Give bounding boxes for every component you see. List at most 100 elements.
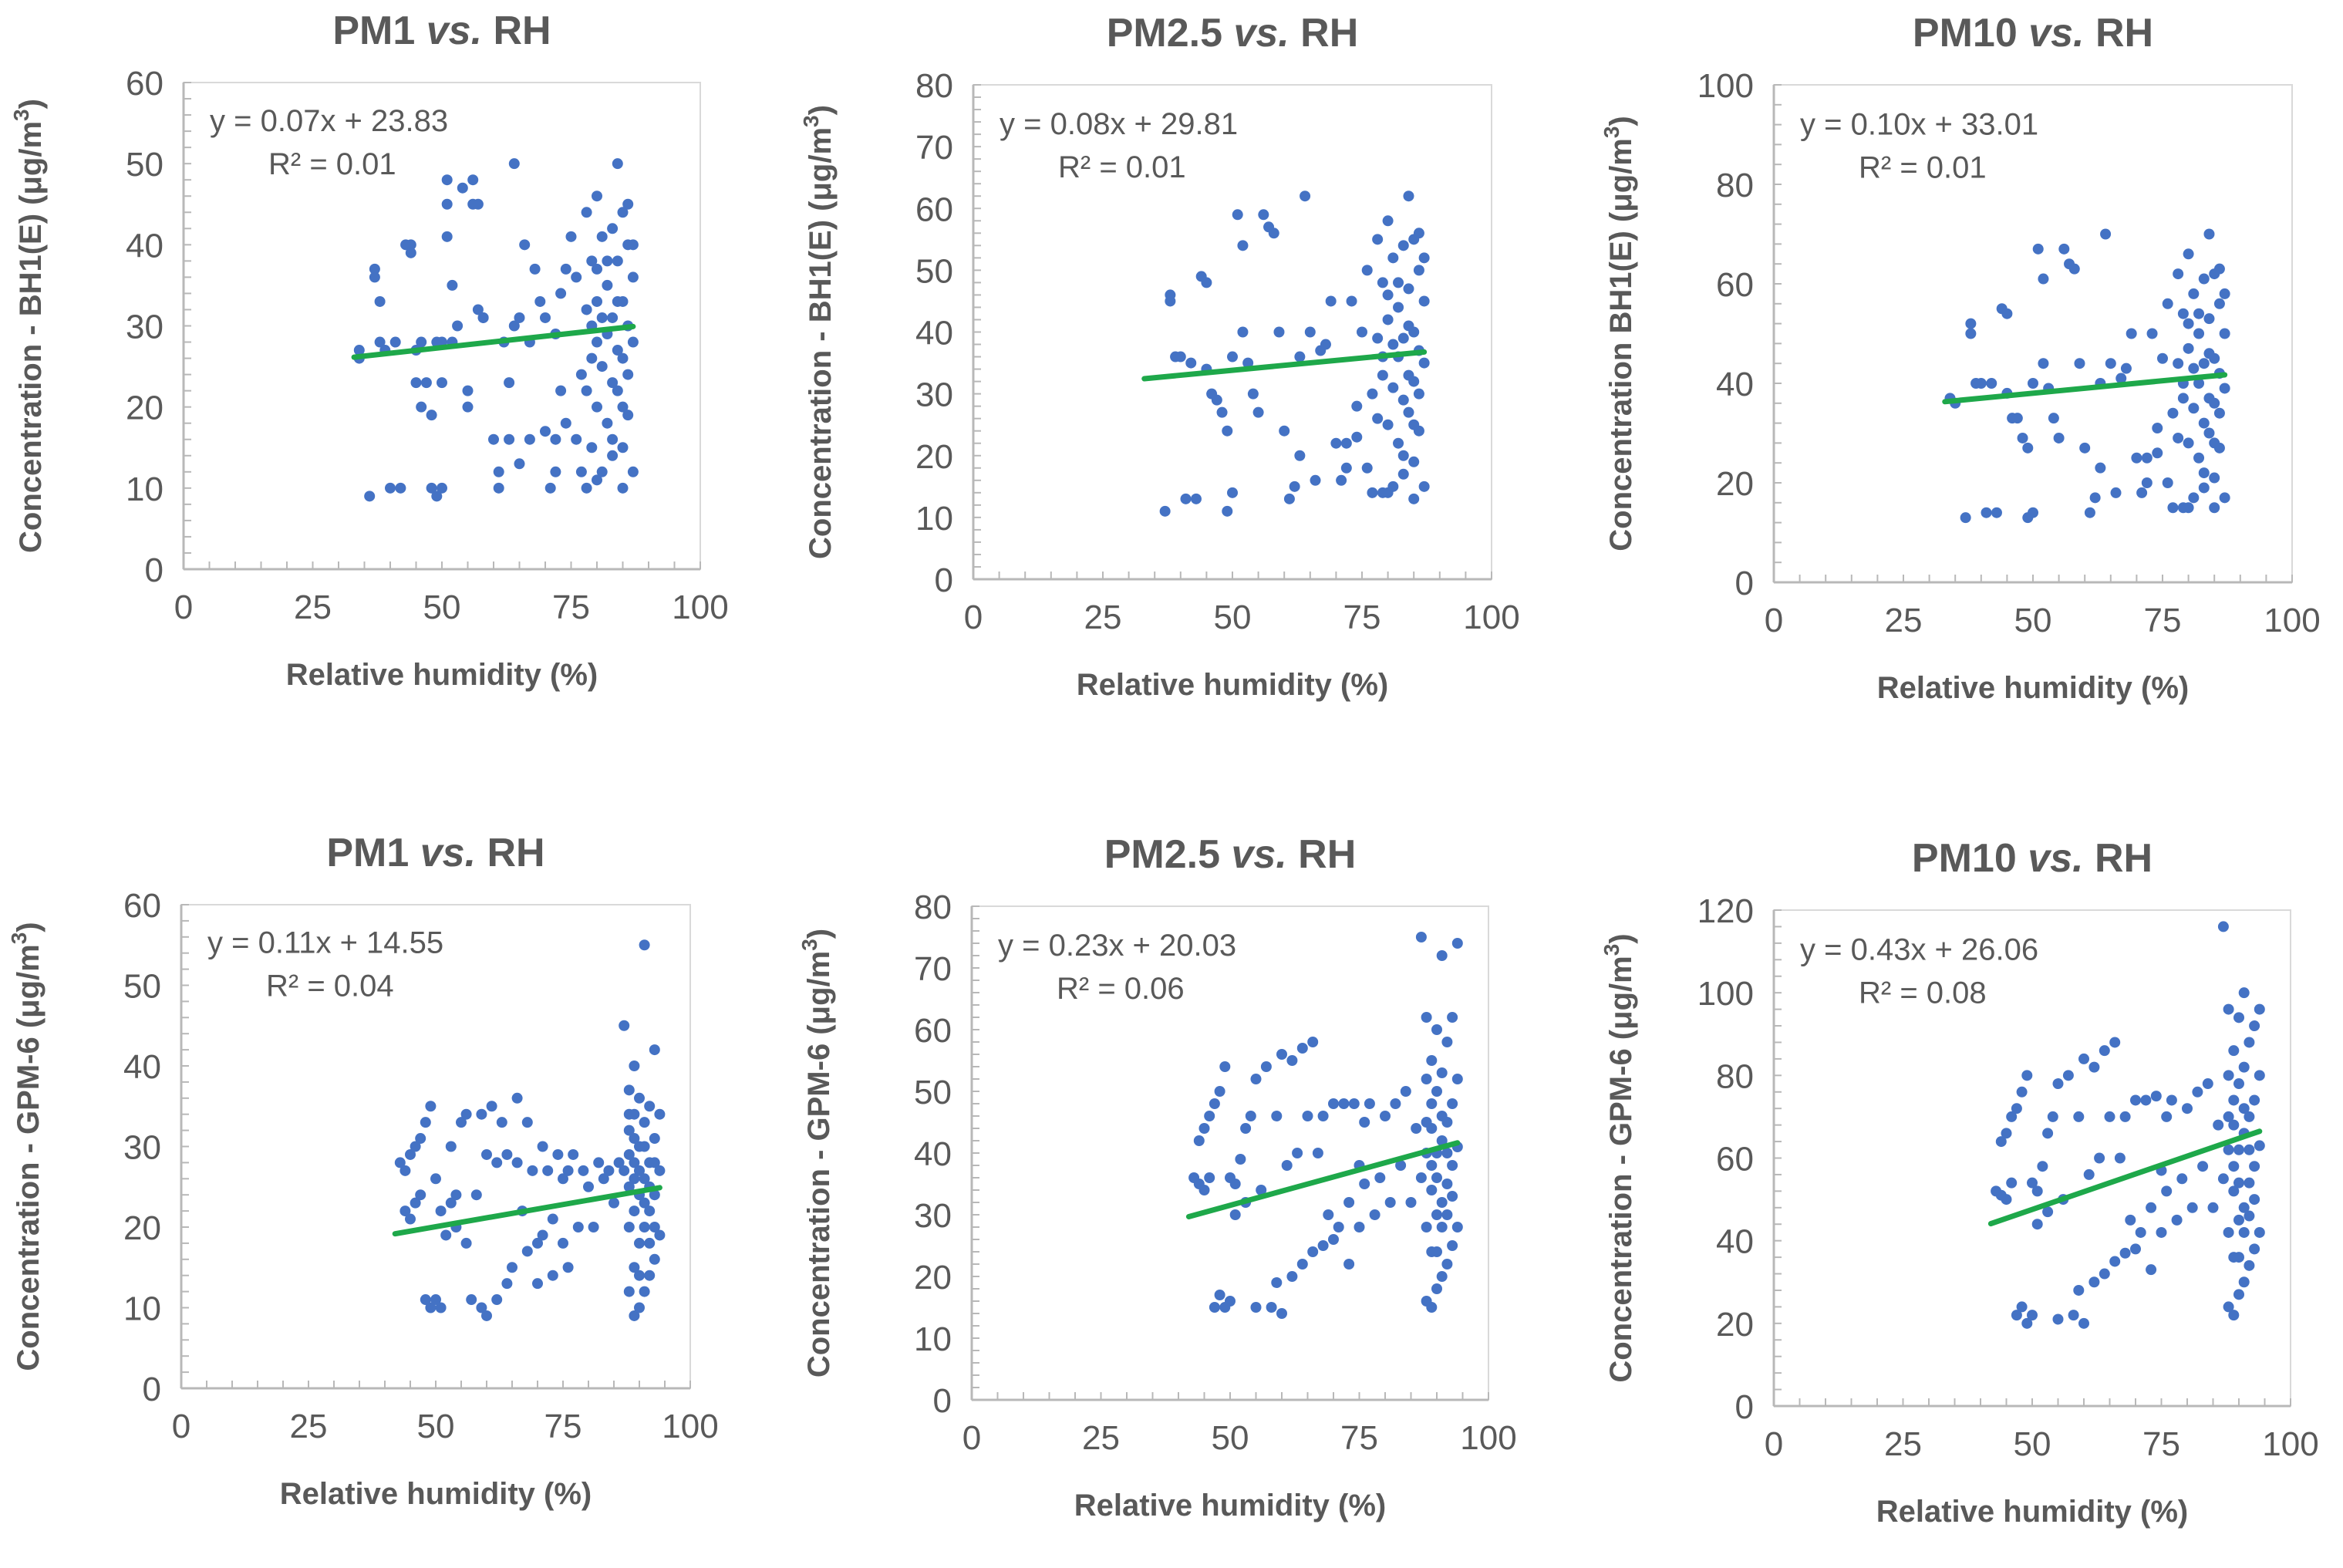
data-point bbox=[2146, 328, 2158, 339]
chart-title-part: PM1 bbox=[326, 831, 420, 875]
data-point bbox=[1256, 1185, 1267, 1195]
data-point bbox=[2223, 1003, 2234, 1015]
data-point bbox=[1252, 406, 1264, 418]
data-point bbox=[2186, 1202, 2198, 1213]
data-point bbox=[558, 1237, 568, 1249]
data-point bbox=[540, 426, 551, 437]
data-point bbox=[2099, 1045, 2110, 1057]
data-point bbox=[558, 1173, 568, 1185]
data-point bbox=[1421, 1117, 1432, 1128]
y-tick-label: 70 bbox=[915, 129, 953, 167]
data-point bbox=[1300, 191, 1311, 202]
x-tick-label: 0 bbox=[172, 1408, 190, 1445]
data-point bbox=[644, 1270, 656, 1281]
y-tick-label: 40 bbox=[1716, 366, 1754, 403]
data-point bbox=[562, 1165, 574, 1176]
data-point bbox=[1367, 487, 1378, 498]
data-point bbox=[617, 352, 629, 364]
trendline-equation: y = 0.10x + 33.01 bbox=[1800, 108, 2038, 142]
data-point bbox=[617, 401, 629, 413]
data-point bbox=[1995, 1136, 2007, 1148]
data-point bbox=[644, 1237, 656, 1249]
data-point bbox=[2115, 373, 2127, 384]
data-point bbox=[602, 417, 613, 429]
data-point bbox=[2068, 263, 2080, 275]
y-axis-label-sup: 3 bbox=[799, 115, 823, 127]
data-point bbox=[456, 1117, 467, 1128]
data-point bbox=[581, 482, 592, 494]
data-point bbox=[2173, 268, 2184, 280]
y-tick-label: 80 bbox=[914, 889, 952, 926]
data-point bbox=[2114, 1152, 2126, 1164]
data-point bbox=[571, 433, 582, 445]
data-point bbox=[1965, 318, 1977, 329]
data-point bbox=[399, 1206, 411, 1217]
data-point bbox=[2233, 1214, 2244, 1226]
data-point bbox=[2193, 308, 2205, 319]
data-point bbox=[1408, 493, 1420, 504]
data-point bbox=[2213, 407, 2225, 419]
x-tick-label: 75 bbox=[2142, 1425, 2180, 1463]
x-tick-label: 0 bbox=[1765, 602, 1783, 639]
data-point bbox=[571, 271, 582, 283]
data-point bbox=[544, 482, 556, 494]
data-point bbox=[1260, 1061, 1272, 1072]
r-squared-label: R² = 0.01 bbox=[1859, 151, 1987, 185]
y-tick-label: 80 bbox=[1716, 1057, 1754, 1095]
y-tick-label: 50 bbox=[914, 1074, 952, 1111]
data-point bbox=[2217, 1173, 2229, 1185]
data-point bbox=[581, 304, 592, 315]
data-point bbox=[1330, 437, 1342, 449]
data-point bbox=[2011, 1103, 2022, 1114]
data-point bbox=[2042, 1206, 2054, 1218]
data-point bbox=[511, 1092, 523, 1104]
data-point bbox=[639, 1197, 650, 1209]
data-point bbox=[555, 385, 567, 396]
data-point bbox=[2130, 1094, 2141, 1106]
data-point bbox=[2209, 472, 2220, 484]
data-point bbox=[519, 239, 531, 251]
data-point bbox=[430, 1173, 441, 1185]
data-point bbox=[1372, 332, 1384, 344]
y-axis-label-sup: 3 bbox=[1600, 944, 1623, 956]
data-point bbox=[1418, 481, 1430, 492]
x-axis-label: Relative humidity (%) bbox=[1074, 1489, 1387, 1522]
data-point bbox=[1393, 437, 1404, 449]
data-point bbox=[2188, 288, 2200, 299]
data-point bbox=[1390, 1098, 1401, 1109]
data-point bbox=[2006, 1177, 2018, 1189]
data-point bbox=[2152, 447, 2163, 459]
data-point bbox=[1317, 1240, 1329, 1251]
data-point bbox=[1198, 1185, 1210, 1195]
scatter-series bbox=[394, 939, 666, 1321]
data-point bbox=[2001, 1128, 2012, 1139]
x-tick-label: 0 bbox=[174, 588, 193, 626]
data-point bbox=[1209, 1302, 1220, 1313]
data-point bbox=[629, 1310, 640, 1321]
y-tick-label: 10 bbox=[123, 1290, 161, 1328]
chart-title-vs: vs. bbox=[2028, 836, 2083, 881]
data-point bbox=[460, 1108, 472, 1120]
data-point bbox=[420, 1294, 431, 1306]
y-axis-label-part: Concentration BH1(E) (μg/m bbox=[1604, 138, 1638, 551]
data-point bbox=[649, 1157, 660, 1168]
data-point bbox=[639, 1286, 650, 1297]
data-point bbox=[477, 312, 489, 323]
data-point bbox=[1357, 326, 1367, 338]
data-point bbox=[649, 1133, 660, 1145]
data-point bbox=[617, 207, 629, 218]
data-point bbox=[394, 1157, 406, 1168]
data-point bbox=[1304, 326, 1316, 338]
chart-title: PM1 vs. RH bbox=[332, 8, 551, 53]
data-point bbox=[1211, 394, 1222, 406]
data-point bbox=[1193, 1135, 1205, 1146]
y-axis-label: Concentration - GPM-6 (μg/m3) bbox=[1600, 933, 1638, 1382]
data-point bbox=[1229, 1209, 1241, 1220]
chart-title-vs: vs. bbox=[426, 8, 482, 53]
data-point bbox=[420, 377, 432, 389]
y-tick-label: 30 bbox=[123, 1129, 161, 1167]
data-point bbox=[2249, 1194, 2260, 1206]
data-point bbox=[2119, 1111, 2131, 1122]
data-point bbox=[639, 1222, 650, 1232]
